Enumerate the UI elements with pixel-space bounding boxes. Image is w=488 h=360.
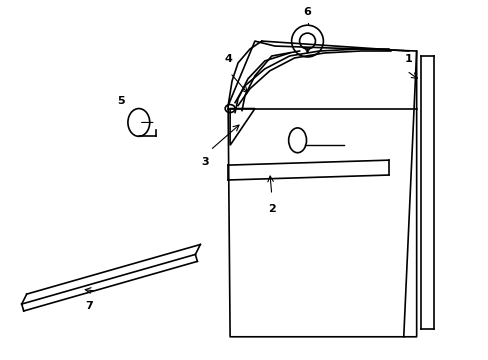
Polygon shape [230,109,254,145]
Text: 3: 3 [201,157,209,167]
Text: 6: 6 [303,7,311,17]
Text: 5: 5 [117,95,124,105]
Text: 4: 4 [224,54,232,64]
Text: 7: 7 [85,301,93,311]
Text: 2: 2 [267,204,275,214]
Text: 1: 1 [404,54,412,64]
